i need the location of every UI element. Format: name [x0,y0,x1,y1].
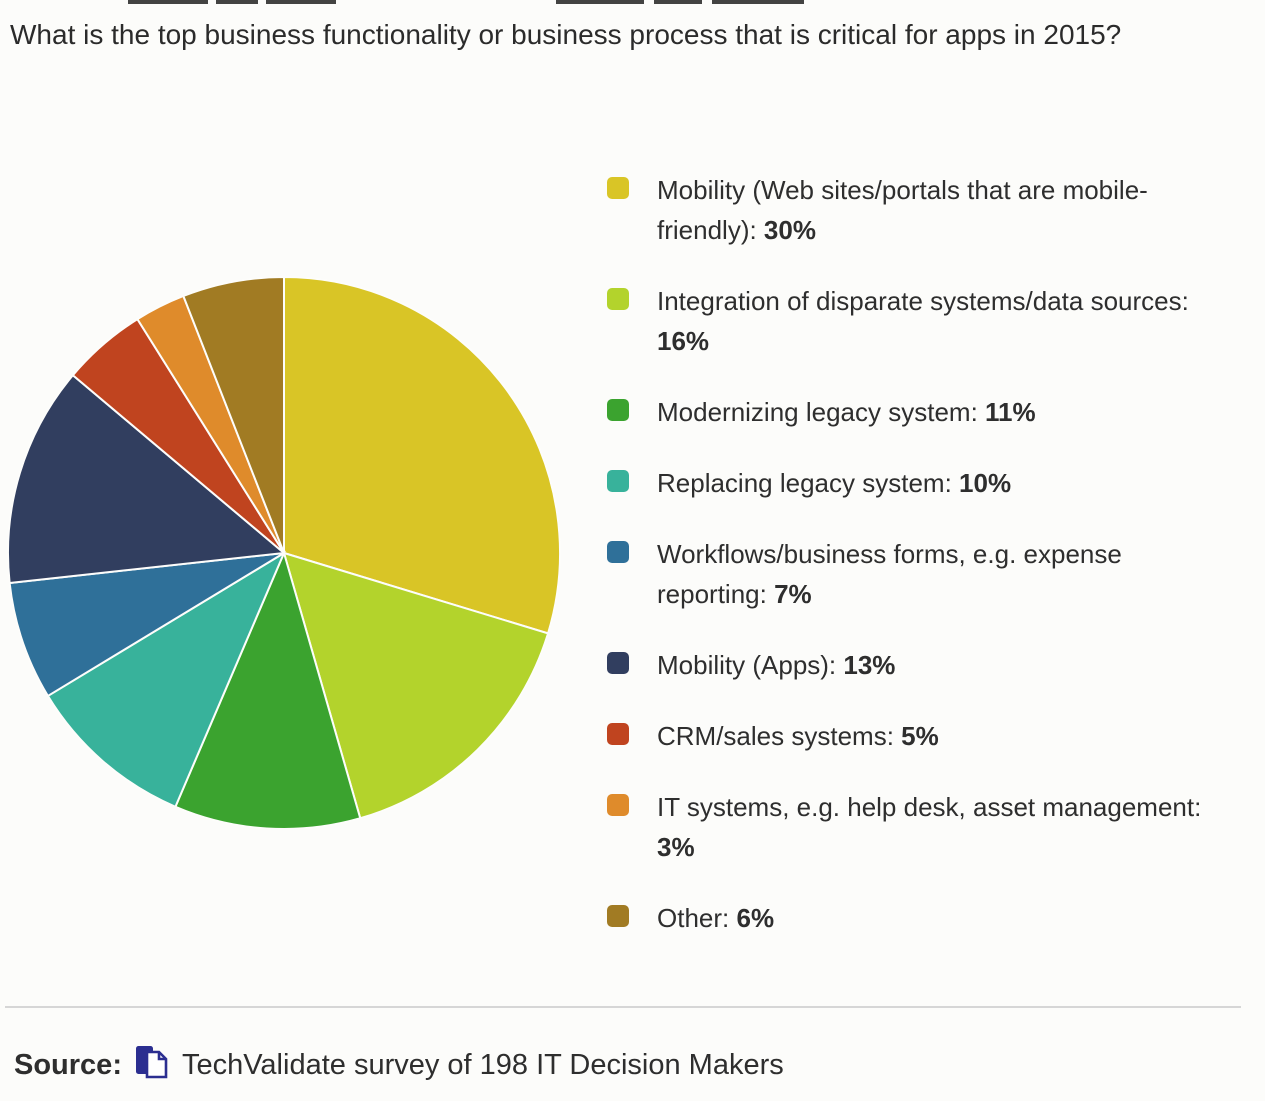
legend-swatch-mobility-web [607,177,629,199]
legend-swatch-it-systems [607,794,629,817]
legend-item-modernizing-legacy: Modernizing legacy system: 11% [607,392,1227,432]
legend-label: Integration of disparate systems/data so… [657,286,1189,357]
cropped-text-fragment [266,0,336,4]
source-row: Source: TechValidate survey of 198 IT De… [14,1040,784,1090]
legend-swatch-integration [607,288,629,311]
chart-question-title: What is the top business functionality o… [10,19,1122,50]
legend-item-it-systems: IT systems, e.g. help desk, asset manage… [607,787,1227,867]
legend-item-other: Other: 6% [607,898,1227,938]
pie-slice-mobility-apps [7,373,287,585]
legend-item-mobility-web: Mobility (Web sites/portals that are mob… [607,170,1227,250]
source-text: TechValidate survey of 198 IT Decision M… [181,1048,784,1081]
cropped-text-fragment [128,0,208,4]
legend-label: Other: 6% [657,903,775,934]
legend-item-crm-sales: CRM/sales systems: 5% [607,716,1227,756]
legend-item-workflows: Workflows/business forms, e.g. expense r… [607,534,1227,614]
chart-legend: Mobility (Web sites/portals that are mob… [607,170,1227,938]
legend-swatch-other [607,905,629,928]
legend-swatch-modernizing-legacy [607,399,629,422]
legend-label: IT systems, e.g. help desk, asset manage… [657,792,1202,863]
legend-swatch-replacing-legacy [607,470,629,493]
pie-chart [7,275,562,830]
legend-swatch-mobility-apps [607,652,629,675]
cropped-text-fragment [216,0,258,4]
pie-slice-workflows [8,552,285,698]
pie-slice-replacing-legacy [46,550,287,809]
cropped-text-fragment [654,0,702,4]
legend-label: Replacing legacy system: 10% [657,468,1012,499]
legend-label: Workflows/business forms, e.g. expense r… [657,539,1122,610]
source-label: Source: [14,1048,122,1081]
legend-swatch-crm-sales [607,723,629,746]
horizontal-divider [5,1006,1241,1008]
pie-slice-other [182,275,285,554]
cropped-text-fragment [712,0,804,4]
pie-slice-modernizing-legacy [174,550,362,830]
legend-item-mobility-apps: Mobility (Apps): 13% [607,645,1227,685]
pie-slice-mobility-web [283,275,562,635]
legend-label: Modernizing legacy system: 11% [657,397,1036,428]
legend-item-replacing-legacy: Replacing legacy system: 10% [607,463,1227,503]
legend-label: Mobility (Web sites/portals that are mob… [657,175,1148,246]
overlapping-documents-icon [135,1042,169,1090]
pie-slice-integration [282,551,550,820]
cropped-text-fragment [556,0,644,4]
legend-item-integration: Integration of disparate systems/data so… [607,281,1227,361]
legend-label: CRM/sales systems: 5% [657,721,939,752]
legend-swatch-workflows [607,541,629,564]
legend-label: Mobility (Apps): 13% [657,650,896,681]
